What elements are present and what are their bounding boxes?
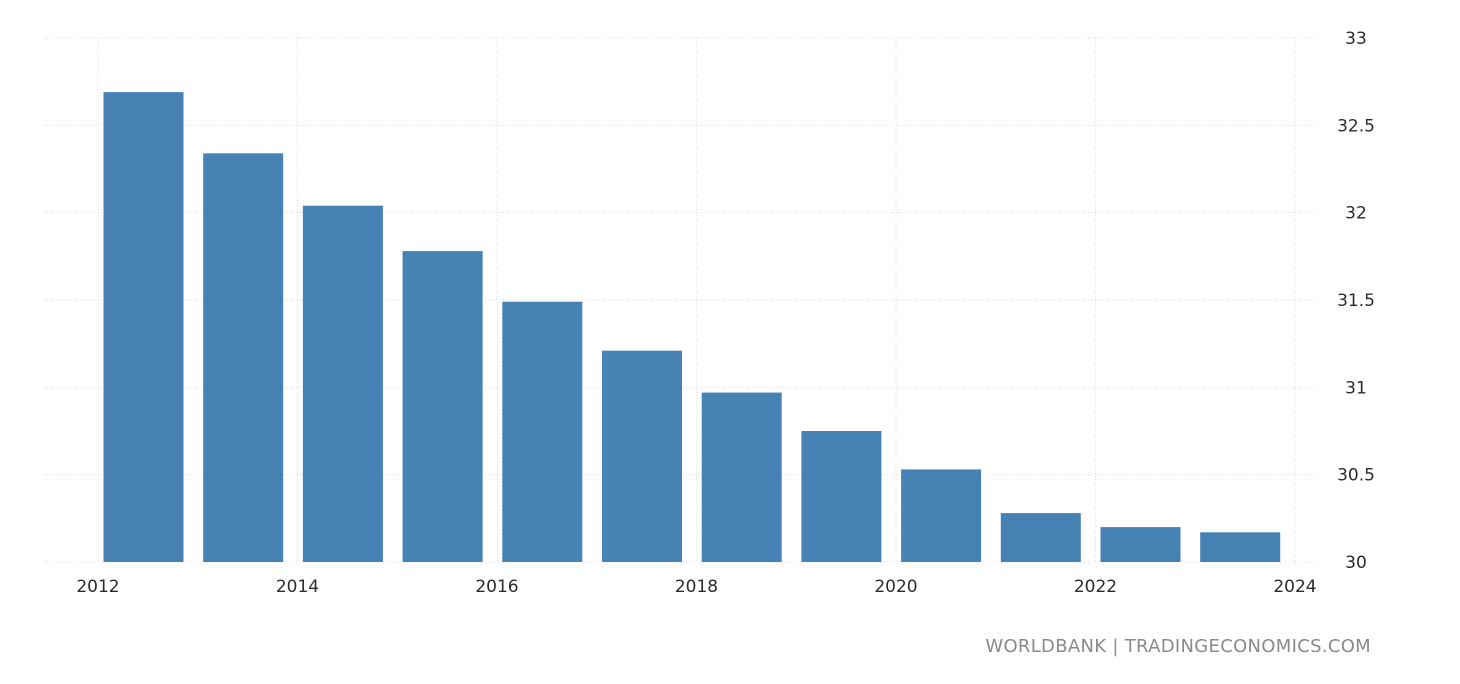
bar-2017 bbox=[602, 350, 682, 562]
y-tick-label: 33 bbox=[1345, 29, 1367, 49]
y-tick-label: 32 bbox=[1345, 204, 1367, 224]
x-tick-label: 2014 bbox=[276, 577, 319, 597]
bar-2015 bbox=[402, 251, 483, 562]
x-tick-label: 2018 bbox=[675, 577, 718, 597]
bar-2021 bbox=[1000, 513, 1081, 562]
y-tick-label: 32.5 bbox=[1337, 116, 1375, 136]
bar-2019 bbox=[801, 431, 882, 562]
x-axis-ticks: 2012 2014 2016 2018 2020 2022 2024 bbox=[76, 577, 1316, 597]
x-tick-label: 2012 bbox=[76, 577, 119, 597]
y-axis-ticks: 33 32.5 32 31.5 31 30.5 30 bbox=[1337, 29, 1375, 573]
y-tick-label: 31.5 bbox=[1337, 291, 1375, 311]
y-tick-label: 30.5 bbox=[1337, 466, 1375, 486]
bars bbox=[103, 92, 1281, 563]
bar-2023 bbox=[1200, 532, 1281, 562]
source-footer: WORLDBANK | TRADINGECONOMICS.COM bbox=[985, 636, 1371, 657]
bar-2013 bbox=[203, 153, 284, 563]
x-tick-label: 2020 bbox=[874, 577, 917, 597]
y-tick-label: 30 bbox=[1345, 553, 1367, 573]
bar-2012 bbox=[103, 92, 184, 562]
bar-2020 bbox=[901, 469, 982, 562]
bar-2022 bbox=[1100, 527, 1181, 562]
bar-2016 bbox=[502, 301, 583, 562]
bar-2014 bbox=[302, 205, 383, 562]
bar-2018 bbox=[701, 392, 782, 562]
x-tick-label: 2016 bbox=[475, 577, 518, 597]
y-tick-label: 31 bbox=[1345, 378, 1367, 398]
x-tick-label: 2022 bbox=[1074, 577, 1117, 597]
x-tick-label: 2024 bbox=[1273, 577, 1316, 597]
